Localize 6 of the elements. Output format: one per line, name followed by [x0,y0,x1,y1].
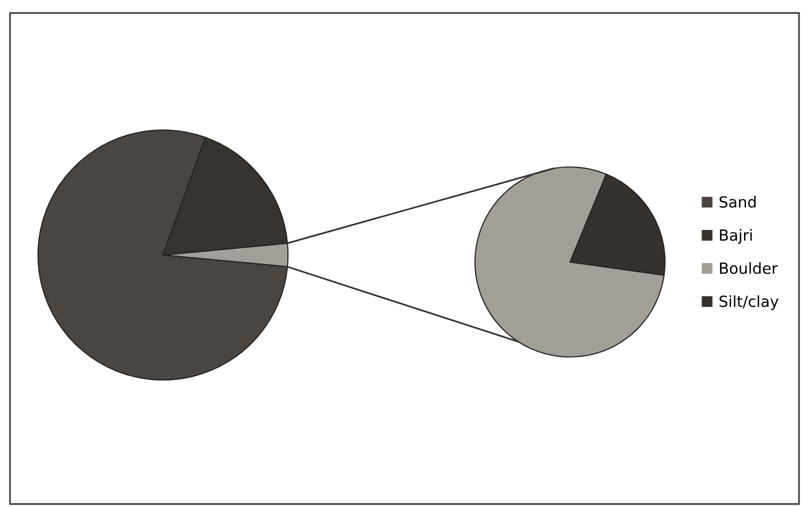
pie-slice [474,166,665,358]
legend-label: Sand [720,196,756,208]
pie-slice [37,129,288,381]
legend-label: Bajri [720,229,752,244]
slice-label: Boulder [720,262,778,274]
slice-label: Silt/clay [720,295,778,310]
